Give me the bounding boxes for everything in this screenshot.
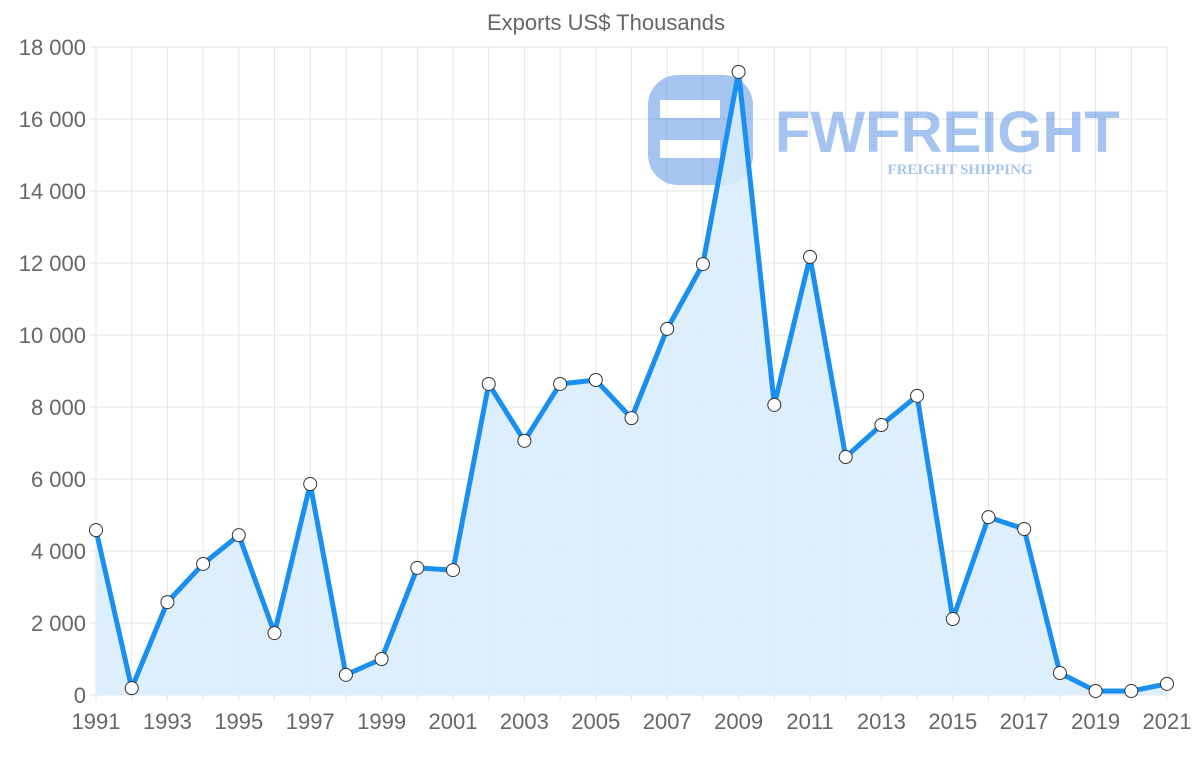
logo-mark-cut bbox=[660, 100, 720, 118]
logo-tagline: FREIGHT SHIPPING bbox=[887, 162, 1032, 178]
data-point[interactable] bbox=[124, 681, 139, 696]
data-point[interactable] bbox=[89, 523, 103, 538]
logo-brand: FWFREIGHT bbox=[775, 100, 1120, 165]
y-tick-label: 10 000 bbox=[19, 323, 86, 348]
x-tick-label: 2017 bbox=[1000, 709, 1049, 734]
data-point[interactable] bbox=[981, 510, 996, 525]
data-point[interactable] bbox=[1160, 676, 1174, 691]
x-tick-label: 2021 bbox=[1143, 709, 1192, 734]
data-point[interactable] bbox=[731, 64, 746, 79]
data-point[interactable] bbox=[767, 397, 782, 412]
data-point[interactable] bbox=[1017, 522, 1032, 537]
y-tick-label: 14 000 bbox=[19, 179, 86, 204]
data-point[interactable] bbox=[803, 249, 817, 264]
data-point[interactable] bbox=[517, 433, 532, 448]
y-tick-label: 0 bbox=[74, 683, 86, 708]
x-tick-label: 2003 bbox=[500, 709, 549, 734]
data-point[interactable] bbox=[838, 450, 853, 465]
y-tick-label: 2 000 bbox=[31, 611, 86, 636]
x-tick-label: 2007 bbox=[643, 709, 692, 734]
data-point[interactable] bbox=[481, 376, 496, 391]
data-point[interactable] bbox=[624, 411, 639, 426]
data-point[interactable] bbox=[446, 563, 460, 578]
x-tick-label: 2009 bbox=[714, 709, 763, 734]
data-point[interactable] bbox=[660, 321, 675, 336]
y-tick-label: 8 000 bbox=[31, 395, 86, 420]
x-tick-label: 2013 bbox=[857, 709, 906, 734]
data-point[interactable] bbox=[1124, 684, 1139, 699]
x-tick-label: 1999 bbox=[357, 709, 406, 734]
watermark-logo: FWFREIGHT FREIGHT SHIPPING bbox=[648, 75, 1120, 185]
y-axis-ticks: 0 2 000 4 000 6 000 8 000 10 000 12 000 14 000 1… bbox=[19, 35, 86, 708]
area-fill bbox=[96, 71, 1167, 696]
x-tick-label: 1993 bbox=[143, 709, 192, 734]
data-point[interactable] bbox=[1052, 666, 1067, 681]
data-point[interactable] bbox=[196, 556, 211, 571]
y-tick-label: 6 000 bbox=[31, 467, 86, 492]
x-tick-label: 1997 bbox=[286, 709, 335, 734]
x-axis-ticks: 1991 1993 1995 1997 1999 2001 2003 2005 2007 2009… bbox=[72, 709, 1192, 734]
x-tick-label: 1995 bbox=[214, 709, 263, 734]
data-point[interactable] bbox=[267, 626, 282, 641]
x-tick-label: 2015 bbox=[928, 709, 977, 734]
data-point[interactable] bbox=[338, 667, 353, 682]
data-point[interactable] bbox=[945, 612, 960, 627]
x-tick-label: 2001 bbox=[429, 709, 478, 734]
data-point[interactable] bbox=[410, 560, 425, 575]
data-point[interactable] bbox=[231, 528, 246, 543]
data-point[interactable] bbox=[910, 388, 925, 403]
data-point[interactable] bbox=[1088, 684, 1103, 699]
y-tick-label: 16 000 bbox=[19, 107, 86, 132]
y-tick-label: 12 000 bbox=[19, 251, 86, 276]
y-tick-label: 18 000 bbox=[19, 35, 86, 60]
data-point[interactable] bbox=[588, 373, 603, 387]
data-point[interactable] bbox=[695, 257, 710, 272]
data-point[interactable] bbox=[160, 595, 175, 610]
data-points bbox=[89, 64, 1174, 699]
x-tick-label: 2011 bbox=[786, 709, 833, 734]
x-tick-label: 2005 bbox=[571, 709, 620, 734]
x-tick-label: 2019 bbox=[1071, 709, 1120, 734]
data-point[interactable] bbox=[303, 477, 318, 492]
logo-mark-cut bbox=[660, 140, 720, 158]
data-point[interactable] bbox=[374, 652, 389, 666]
chart-title: Exports US$ Thousands bbox=[487, 10, 725, 35]
y-tick-label: 4 000 bbox=[31, 539, 86, 564]
data-point[interactable] bbox=[874, 418, 889, 432]
data-point[interactable] bbox=[553, 376, 568, 391]
x-tick-label: 1991 bbox=[72, 709, 121, 734]
